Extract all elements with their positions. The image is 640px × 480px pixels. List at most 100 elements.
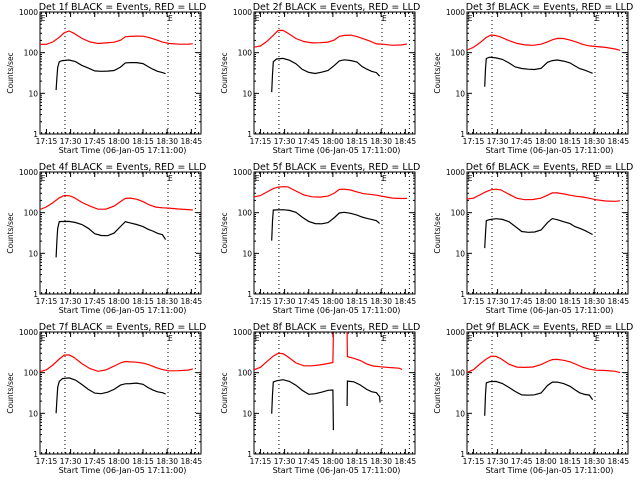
x-tick-label: 18:15 [346, 297, 368, 306]
y-tick-label: 100 [24, 209, 39, 218]
x-tick-label: 17:45 [298, 137, 320, 146]
event-marker: E [168, 14, 173, 23]
y-tick-label: 1000 [233, 8, 252, 17]
x-tick-label: 18:15 [346, 457, 368, 466]
plot-frame [39, 331, 202, 455]
events-series-line [55, 220, 167, 258]
x-tick-label: 18:45 [395, 457, 417, 466]
panel-det-3f: Det 3f BLACK = Events, RED = LLD 1 10 100 10… [433, 2, 633, 155]
y-tick-label: 100 [238, 369, 253, 378]
x-tick-label: 18:00 [322, 137, 344, 146]
event-marker: E [382, 14, 387, 23]
y-axis-label: Counts/sec [6, 372, 15, 413]
y-tick-label: 1000 [233, 328, 252, 337]
x-tick-label: 17:30 [487, 297, 509, 306]
y-tick-label: 10 [455, 409, 465, 418]
plot-frame [466, 171, 629, 295]
y-tick-label: 100 [24, 369, 39, 378]
lld-series-line [253, 186, 407, 200]
x-axis-label: Start Time (06-Jan-05 17:11:00) [273, 306, 401, 315]
plot-frame [253, 331, 416, 455]
y-tick-label: 100 [451, 49, 466, 58]
x-tick-label: 18:45 [181, 137, 203, 146]
x-axis-label: Start Time (06-Jan-05 17:11:00) [486, 306, 614, 315]
y-tick-label: 100 [24, 49, 39, 58]
x-tick-label: 17:15 [250, 457, 272, 466]
x-tick-label: 18:15 [559, 457, 581, 466]
event-marker: E [255, 14, 260, 23]
x-tick-label: 18:30 [583, 137, 605, 146]
y-axis-label: Counts/sec [220, 212, 229, 253]
panel-title: Det 8f BLACK = Events, RED = LLD [253, 322, 421, 333]
y-axis-label: Counts/sec [6, 212, 15, 253]
x-tick-label: 18:00 [322, 457, 344, 466]
panel-det-1f: Det 1f BLACK = Events, RED = LLD 1 10 100 10… [6, 2, 206, 155]
x-tick-label: 18:00 [108, 137, 130, 146]
x-tick-label: 17:15 [36, 137, 58, 146]
panel-title: Det 3f BLACK = Events, RED = LLD [466, 2, 634, 13]
lld-series-line [466, 188, 621, 202]
lld-series-line [466, 34, 621, 51]
y-axis-label: Counts/sec [433, 372, 442, 413]
y-axis-label: Counts/sec [220, 372, 229, 413]
event-marker: E [468, 174, 473, 183]
x-tick-label: 17:15 [463, 137, 485, 146]
y-tick-label: 10 [455, 249, 465, 258]
lld-series-line [39, 30, 193, 45]
x-tick-label: 18:30 [370, 297, 392, 306]
event-marker: E [468, 334, 473, 343]
event-marker: E [41, 174, 46, 183]
x-tick-label: 17:15 [250, 297, 272, 306]
y-tick-label: 1 [460, 130, 465, 139]
y-tick-label: 1 [460, 450, 465, 459]
x-tick-label: 17:15 [36, 457, 58, 466]
x-tick-label: 18:15 [132, 137, 154, 146]
events-series-line [271, 57, 381, 93]
plot-frame [253, 11, 416, 135]
x-tick-label: 18:15 [132, 297, 154, 306]
x-axis-label: Start Time (06-Jan-05 17:11:00) [59, 466, 187, 475]
y-tick-label: 1 [247, 130, 252, 139]
x-tick-label: 17:15 [250, 137, 272, 146]
y-tick-label: 1 [33, 450, 38, 459]
y-tick-label: 1 [33, 130, 38, 139]
y-tick-label: 100 [238, 49, 253, 58]
events-series-line [484, 380, 594, 416]
x-tick-label: 18:30 [156, 457, 178, 466]
lld-series-line [466, 355, 621, 374]
x-tick-label: 18:45 [608, 137, 630, 146]
x-tick-label: 18:30 [370, 457, 392, 466]
x-tick-label: 17:15 [463, 457, 485, 466]
panel-det-6f: Det 6f BLACK = Events, RED = LLD 1 10 100 10… [433, 162, 633, 315]
panel-det-7f: Det 7f BLACK = Events, RED = LLD 1 10 100 10… [6, 322, 206, 475]
x-axis-label: Start Time (06-Jan-05 17:11:00) [273, 466, 401, 475]
panel-title: Det 6f BLACK = Events, RED = LLD [466, 162, 634, 173]
y-tick-label: 1 [33, 290, 38, 299]
x-tick-label: 18:15 [559, 137, 581, 146]
events-series-line [271, 379, 381, 431]
panel-det-5f: Det 5f BLACK = Events, RED = LLD 1 10 100 10… [220, 162, 420, 315]
plot-frame [39, 11, 202, 135]
x-tick-label: 18:00 [108, 297, 130, 306]
x-axis-label: Start Time (06-Jan-05 17:11:00) [486, 146, 614, 155]
y-tick-label: 1000 [233, 168, 252, 177]
y-tick-label: 10 [28, 89, 38, 98]
panel-det-9f: Det 9f BLACK = Events, RED = LLD 1 10 100 10… [433, 322, 633, 475]
y-tick-label: 100 [451, 369, 466, 378]
panel-title: Det 2f BLACK = Events, RED = LLD [253, 2, 421, 13]
x-tick-label: 17:45 [84, 137, 106, 146]
x-tick-label: 17:30 [274, 297, 296, 306]
y-axis-label: Counts/sec [6, 52, 15, 93]
y-tick-label: 1 [247, 450, 252, 459]
y-tick-label: 1000 [19, 328, 38, 337]
event-marker: E [595, 14, 600, 23]
x-tick-label: 17:45 [511, 457, 533, 466]
x-tick-label: 17:30 [487, 457, 509, 466]
panel-title: Det 5f BLACK = Events, RED = LLD [253, 162, 421, 173]
x-tick-label: 18:15 [559, 297, 581, 306]
events-series-line [484, 56, 593, 87]
x-tick-label: 18:45 [181, 297, 203, 306]
lld-series-line [39, 354, 194, 373]
event-marker: E [382, 174, 387, 183]
